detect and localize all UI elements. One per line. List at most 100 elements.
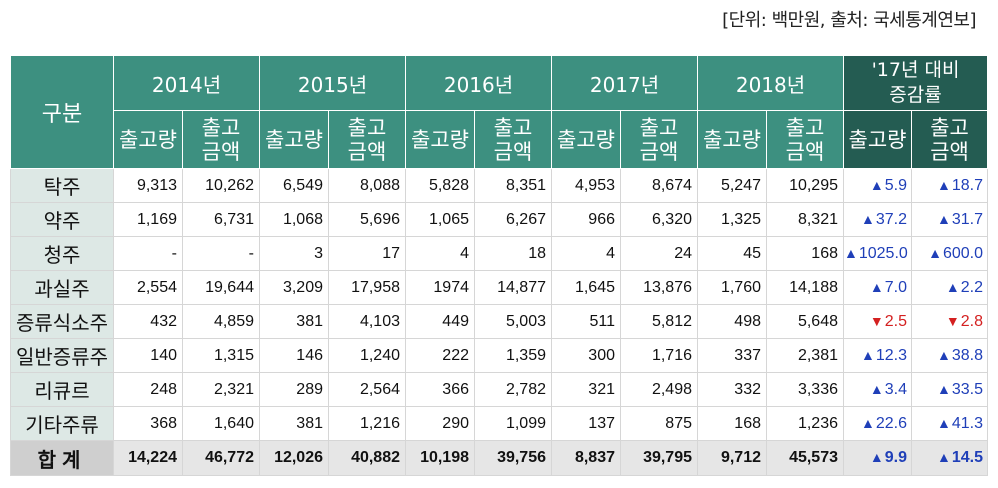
qty-cell: 168 (697, 406, 767, 441)
qty-cell: 45 (697, 236, 767, 271)
qty-cell: 1,645 (551, 270, 621, 305)
amount-cell: 1,240 (328, 338, 406, 373)
change-value: 5.9 (884, 176, 907, 194)
amount-cell: 5,696 (328, 202, 406, 237)
year-header: 2016년 (405, 55, 552, 111)
amount-cell: 2,564 (328, 372, 406, 407)
amount-subheader: 출고 금액 (328, 110, 406, 169)
qty-cell: 449 (405, 304, 475, 339)
row-label: 청주 (10, 236, 114, 271)
qty-subheader: 출고량 (259, 110, 329, 169)
qty-cell: 368 (113, 406, 183, 441)
amount-cell: 2,381 (766, 338, 844, 373)
change-value: 12.3 (875, 346, 907, 364)
amount-cell: 875 (620, 406, 698, 441)
up-triangle-icon: ▲ (937, 449, 951, 465)
qty-cell: 146 (259, 338, 329, 373)
change-cell: ▲3.4 (843, 372, 912, 407)
change-cell: ▼2.5 (843, 304, 912, 339)
amount-subheader-line1: 출고 (639, 115, 679, 140)
table-row: 약주 1,169 6,731 1,068 5,696 1,065 6,267 966 6,320… (10, 202, 989, 237)
qty-cell: 300 (551, 338, 621, 373)
amount-cell: 1,716 (620, 338, 698, 373)
change-value: 1025.0 (858, 244, 908, 262)
qty-cell: 4,953 (551, 168, 621, 203)
row-label: 리큐르 (10, 372, 114, 407)
amount-cell: 1,216 (328, 406, 406, 441)
up-triangle-icon: ▲ (869, 176, 884, 193)
qty-cell: 366 (405, 372, 475, 407)
change-value: 2.8 (960, 312, 984, 330)
amount-cell: 8,088 (328, 168, 406, 203)
amount-subheader: 출고 금액 (620, 110, 698, 169)
amount-cell: 1,359 (474, 338, 552, 373)
change-value: 7.0 (884, 278, 907, 296)
change-cell: ▲14.5 (910, 440, 989, 476)
amount-cell: 5,003 (474, 304, 552, 339)
change-cell: ▲18.7 (910, 168, 989, 203)
qty-cell: 966 (551, 202, 621, 237)
amount-cell: 6,731 (182, 202, 260, 237)
up-triangle-icon: ▲ (869, 380, 884, 397)
change-header-line1: '17년 대비 (871, 59, 960, 81)
change-cell: ▲37.2 (843, 202, 912, 237)
qty-cell: 3,209 (259, 270, 329, 305)
qty-cell: 4 (405, 236, 475, 271)
up-triangle-icon: ▲ (937, 380, 951, 397)
amount-cell: 1,236 (766, 406, 844, 441)
qty-cell: 10,198 (405, 440, 475, 476)
up-triangle-icon: ▲ (937, 210, 951, 227)
total-row: 합계 14,224 46,772 12,026 40,882 10,198 39,756 8,… (10, 440, 989, 476)
amount-cell: 4,103 (328, 304, 406, 339)
row-label: 증류식소주 (10, 304, 114, 339)
change-cell: ▲38.8 (910, 338, 989, 373)
change-value: 3.4 (884, 380, 907, 398)
amount-cell: 1,640 (182, 406, 260, 441)
qty-cell: 1,068 (259, 202, 329, 237)
table-row: 기타주류 368 1,640 381 1,216 290 1,099 137 875 168 1,2… (10, 406, 989, 441)
down-triangle-icon: ▼ (869, 312, 884, 329)
qty-cell: 137 (551, 406, 621, 441)
amount-cell: 1,099 (474, 406, 552, 441)
amount-cell: 17 (328, 236, 406, 271)
amount-subheader-line2: 금액 (639, 139, 679, 164)
down-triangle-icon: ▼ (945, 312, 960, 329)
amount-cell: 17,958 (328, 270, 406, 305)
amount-cell: 10,295 (766, 168, 844, 203)
change-cell: ▲600.0 (910, 236, 989, 271)
amount-subheader-line2: 금액 (493, 139, 533, 164)
table-row: 과실주 2,554 19,644 3,209 17,958 1974 14,877 1,645… (10, 270, 989, 305)
amount-cell: 10,262 (182, 168, 260, 203)
qty-subheader: 출고량 (697, 110, 767, 169)
qty-cell: 321 (551, 372, 621, 407)
up-triangle-icon: ▲ (861, 210, 875, 227)
up-triangle-icon: ▲ (869, 278, 884, 295)
year-header: 2015년 (259, 55, 406, 111)
up-triangle-icon: ▲ (945, 278, 960, 295)
qty-cell: 381 (259, 406, 329, 441)
amount-cell: 24 (620, 236, 698, 271)
amount-cell: 39,756 (474, 440, 552, 476)
qty-cell: 5,247 (697, 168, 767, 203)
amount-subheader-line1: 출고 (347, 115, 387, 140)
qty-cell: 14,224 (113, 440, 183, 476)
amount-cell: 13,876 (620, 270, 698, 305)
amount-cell: 14,188 (766, 270, 844, 305)
qty-cell: 248 (113, 372, 183, 407)
up-triangle-icon: ▲ (861, 346, 875, 363)
amount-cell: 6,267 (474, 202, 552, 237)
row-label: 탁주 (10, 168, 114, 203)
amount-subheader-line1: 출고 (930, 115, 969, 140)
amount-cell: 19,644 (182, 270, 260, 305)
amount-subheader-line2: 금액 (201, 139, 241, 164)
qty-cell: 511 (551, 304, 621, 339)
qty-cell: 1,760 (697, 270, 767, 305)
qty-cell: 381 (259, 304, 329, 339)
change-value: 2.5 (884, 312, 907, 330)
table-row: 일반증류주 140 1,315 146 1,240 222 1,359 300 1,716 337… (10, 338, 989, 373)
amount-cell: 8,351 (474, 168, 552, 203)
change-cell: ▲2.2 (910, 270, 989, 305)
up-triangle-icon: ▲ (844, 244, 858, 261)
liquor-shipment-table: 구분 2014년 2015년 2016년 2017년 2018년 '17년 대비… (10, 55, 989, 476)
amount-cell: 45,573 (766, 440, 844, 476)
